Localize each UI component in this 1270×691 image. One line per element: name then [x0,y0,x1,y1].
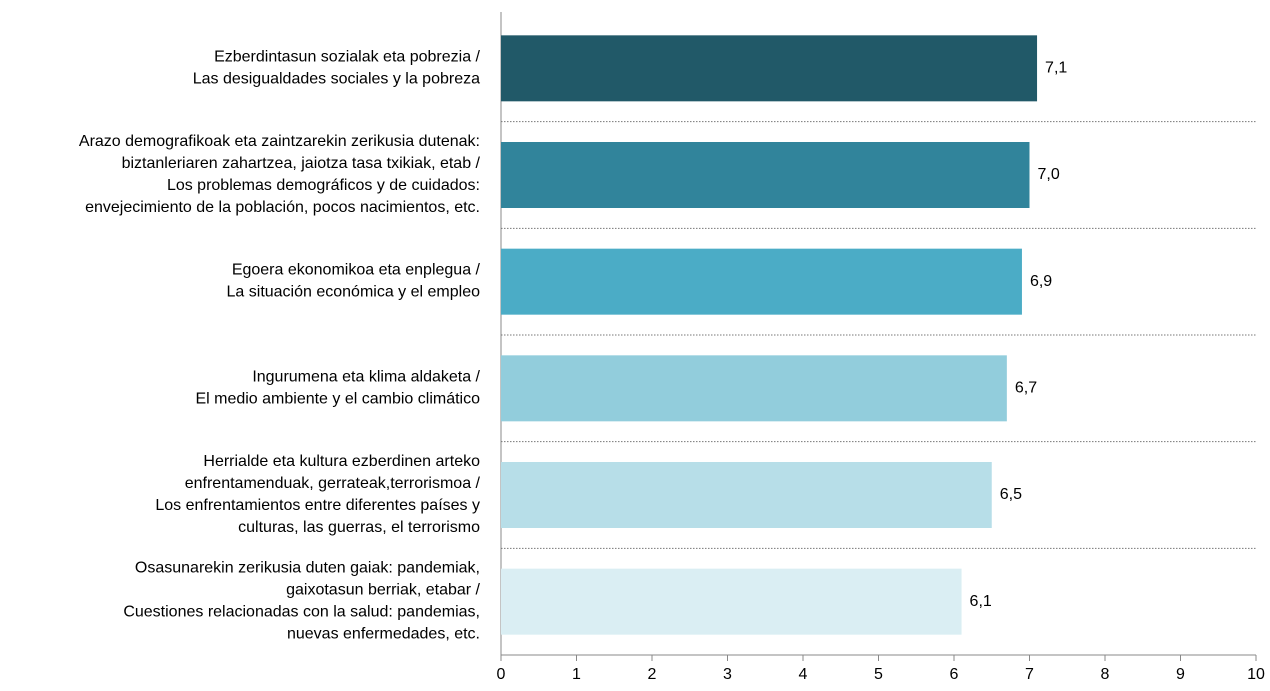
category-label: Ezberdintasun sozialak eta pobrezia / Las… [193,49,481,88]
x-tick-label: 10 [1247,666,1265,683]
x-tick-label: 3 [723,666,732,683]
category-label: Osasunarekin zerikusia duten gaiak: pand… [123,560,480,643]
x-tick-label: 2 [648,666,657,683]
x-tick-label: 4 [799,666,808,683]
x-tick-label: 8 [1101,666,1110,683]
value-label: 6,1 [970,593,992,610]
bar [501,248,1022,315]
x-tick-label: 0 [497,666,506,683]
bar [501,462,992,528]
x-tick-label: 9 [1176,666,1185,683]
bar [501,355,1007,422]
x-tick-label: 6 [950,666,959,683]
category-label: Egoera ekonomikoa eta enplegua / La situa… [227,262,481,301]
x-tick-label: 1 [572,666,581,683]
value-label: 7,1 [1045,60,1067,77]
category-label: Arazo demografikoak eta zaintzarekin zer… [79,133,481,216]
bar [501,568,962,635]
bar [501,142,1030,208]
value-label: 6,9 [1030,273,1052,290]
bar [501,35,1038,102]
value-label: 7,0 [1038,166,1060,183]
x-tick-label: 7 [1025,666,1034,683]
value-label: 6,5 [1000,486,1022,503]
value-label: 6,7 [1015,380,1037,397]
x-tick-label: 5 [874,666,883,683]
category-label: Herrialde eta kultura ezberdinen arteko e… [155,453,480,536]
category-label: Ingurumena eta klima aldaketa / El medio … [195,369,480,408]
